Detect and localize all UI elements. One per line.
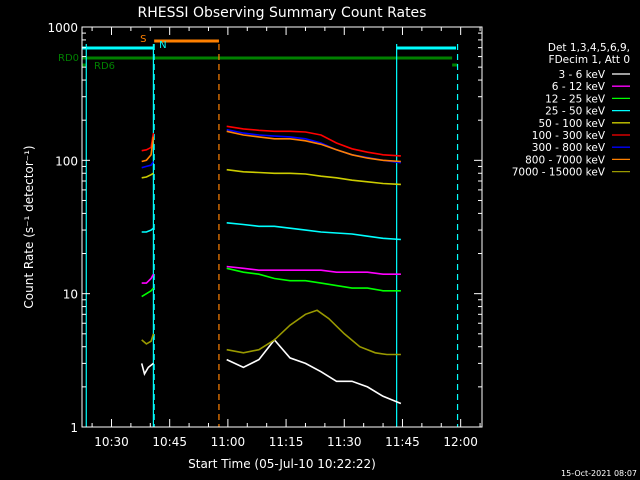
y-tick-label-1: 10	[63, 288, 78, 302]
x-tick-label-2: 11:00	[211, 435, 246, 449]
legend-label-50-100-kev: 50 - 100 keV	[538, 118, 605, 130]
legend-label-3-6-kev: 3 - 6 keV	[558, 69, 605, 81]
legend-label-100-300-kev: 100 - 300 keV	[532, 130, 606, 142]
legend-header-0: Det 1,3,4,5,6,9,	[548, 42, 630, 54]
flag-label-rd6: RD6	[94, 61, 115, 72]
series-line-12-25-kev-part-1	[226, 267, 401, 292]
x-tick-label-0: 10:30	[94, 435, 129, 449]
series-line-800-7000-kev-part-0	[141, 136, 155, 163]
y-tick-label-3: 1000	[47, 21, 78, 35]
y-tick-label-2: 100	[55, 154, 78, 168]
series-line-100-300-kev-part-1	[226, 125, 401, 157]
series-line-300-800-kev-part-0	[141, 161, 155, 169]
flag-label-n: N	[159, 40, 166, 51]
x-tick-label-4: 11:30	[327, 435, 362, 449]
series-line-7000-15000-kev-part-0	[141, 333, 155, 345]
x-tick-label-6: 12:00	[443, 435, 478, 449]
flag-label-rd0: RD0	[58, 53, 79, 64]
flag-lines: S N RD0 RD6	[58, 34, 458, 72]
series-line-6-12-kev-part-1	[226, 265, 401, 276]
flag-label-s: S	[140, 34, 146, 45]
x-tick-label-1: 10:45	[152, 435, 187, 449]
series-line-7000-15000-kev-part-1	[226, 309, 401, 356]
series-line-50-100-kev-part-0	[141, 172, 154, 179]
y-tick-label-0: 1	[70, 421, 78, 435]
legend-label-300-800-kev: 300 - 800 keV	[532, 142, 606, 154]
legend-label-12-25-kev: 12 - 25 keV	[545, 93, 606, 105]
vertical-markers	[85, 44, 459, 427]
legend-label-6-12-kev: 6 - 12 keV	[552, 81, 606, 93]
legend-label-25-50-kev: 25 - 50 keV	[545, 106, 606, 118]
legend-label-7000-15000-kev: 7000 - 15000 keV	[512, 167, 606, 179]
footer-timestamp: 15-Oct-2021 08:07	[561, 469, 637, 478]
legend-label-800-7000-kev: 800 - 7000 keV	[525, 154, 606, 166]
series-line-6-12-kev-part-0	[141, 273, 155, 284]
series-line-25-50-kev-part-0	[141, 227, 154, 233]
x-axis-label: Start Time (05-Jul-10 10:22:22)	[188, 457, 376, 471]
series-line-3-6-kev-part-1	[226, 338, 402, 405]
axis-ticks: 10:30 10:45 11:00 11:15 11:30 11:45 12:00 1 10 10…	[47, 21, 482, 449]
series-lines	[140, 125, 402, 405]
x-tick-label-5: 11:45	[385, 435, 420, 449]
series-line-800-7000-kev-part-1	[226, 130, 401, 163]
plot-frame	[81, 26, 483, 428]
series-line-25-50-kev-part-1	[226, 222, 401, 241]
legend-header-1: FDecim 1, Att 0	[549, 54, 630, 66]
y-axis-label: Count Rate (s⁻¹ detector⁻¹)	[22, 145, 36, 308]
series-line-50-100-kev-part-1	[226, 168, 401, 186]
x-tick-label-3: 11:15	[269, 435, 304, 449]
series-line-3-6-kev-part-0	[140, 362, 154, 376]
chart-title: RHESSI Observing Summary Count Rates	[138, 5, 427, 21]
legend: Det 1,3,4,5,6,9,FDecim 1, Att 0 3 - 6 keV…	[512, 42, 630, 179]
series-line-12-25-kev-part-0	[141, 287, 155, 298]
